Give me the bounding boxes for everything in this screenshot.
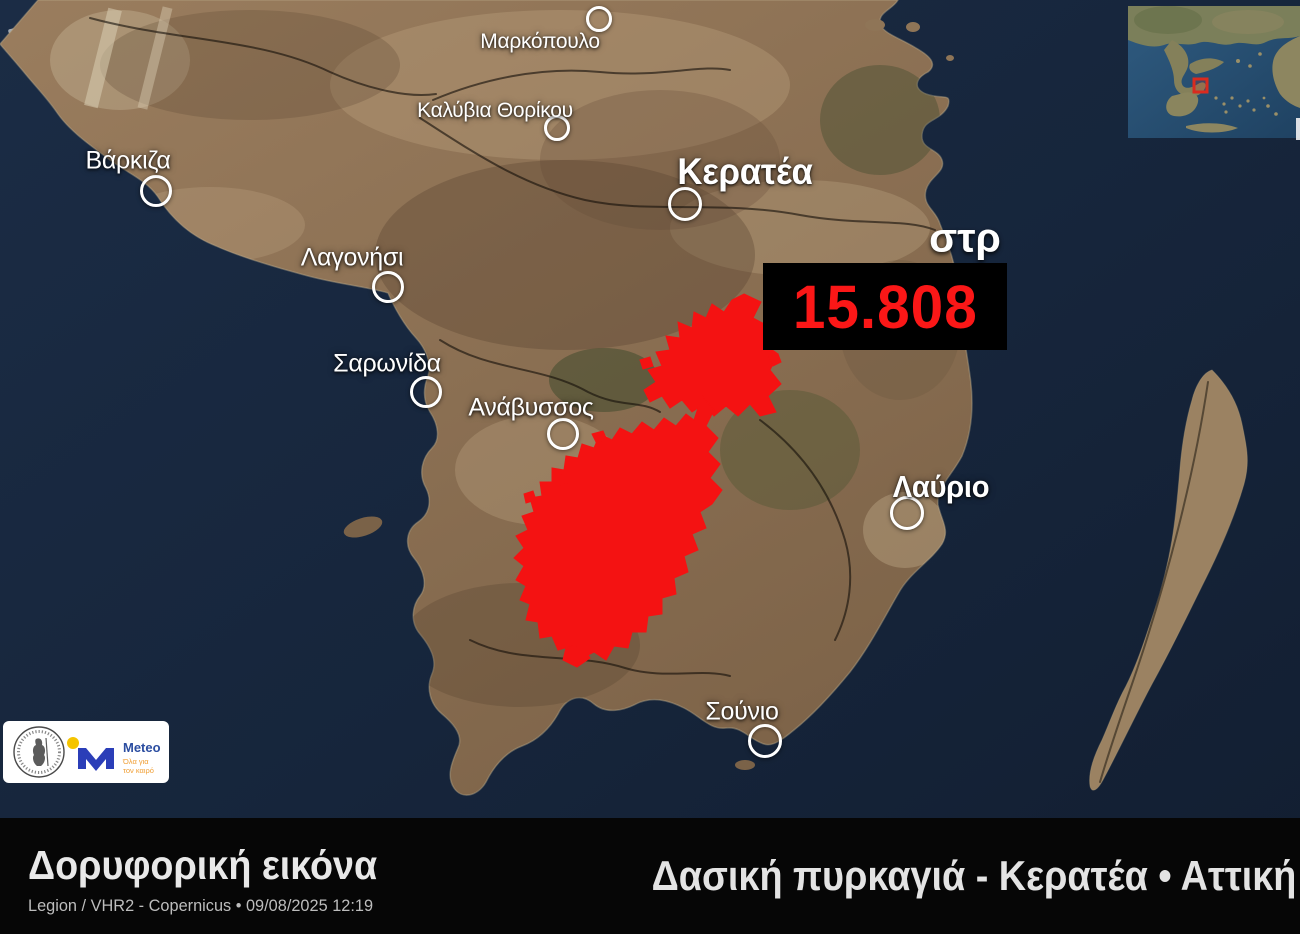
place-marker-anavyssos [547, 418, 579, 450]
footer-event-title: Δασική πυρκαγιά - Κερατέα • Αττική [651, 852, 1297, 899]
islet [946, 55, 954, 61]
footer-source-attribution: Legion / VHR2 - Copernicus • 09/08/2025 … [28, 896, 374, 915]
place-label-lagonisi: Λαγονήσι [300, 243, 404, 272]
place-marker-lagonisi [372, 271, 404, 303]
place-label-saronida: Σαρωνίδα [333, 349, 441, 378]
area-unit-label: στρ [929, 214, 1001, 261]
makronisos-island [1089, 369, 1248, 791]
inset-location-marker [1192, 77, 1209, 94]
place-marker-markopoulo [586, 6, 612, 32]
islet [343, 516, 383, 538]
overview-inset-map [1128, 6, 1300, 138]
edge-tick [1296, 118, 1300, 140]
place-marker-kalyvia-thorikou [544, 115, 570, 141]
place-label-markopoulo: Μαρκόπουλο [480, 30, 600, 53]
burned-area-counter: 15.808 [763, 263, 1007, 350]
burned-area-value: 15.808 [792, 272, 978, 341]
place-label-anavyssos: Ανάβυσσος [468, 393, 594, 422]
place-marker-sounio [748, 724, 782, 758]
place-label-lavrio: Λαύριο [892, 469, 990, 504]
place-label-keratea: Κερατέα [677, 151, 813, 192]
logo-card: Meteo Όλα για τον καιρό [3, 721, 169, 783]
place-label-kalyvia-thorikou: Καλύβια Θορίκου [417, 99, 573, 122]
islet [735, 760, 755, 770]
meteo-sun-icon [67, 737, 79, 749]
place-marker-saronida [410, 376, 442, 408]
place-label-varkiza: Βάρκιζα [85, 146, 171, 175]
meteo-tagline-line2: τον καιρό [123, 766, 154, 775]
islet [906, 22, 920, 32]
burned-area-overlay [513, 291, 803, 668]
university-seal-logo [13, 726, 65, 778]
place-marker-lavrio [890, 496, 924, 530]
meteo-m-icon [78, 748, 114, 771]
islet [865, 19, 885, 31]
footer-title: Δορυφορική εικόνα [28, 842, 378, 888]
meteo-tagline-line1: Όλα για [122, 757, 149, 766]
meteo-wordmark: Meteo [123, 740, 161, 755]
footer-bar [0, 818, 1300, 934]
place-marker-keratea [668, 187, 702, 221]
place-marker-varkiza [140, 175, 172, 207]
place-label-sounio: Σούνιο [705, 697, 779, 726]
meteo-logo: Meteo Όλα για τον καιρό [67, 737, 161, 775]
